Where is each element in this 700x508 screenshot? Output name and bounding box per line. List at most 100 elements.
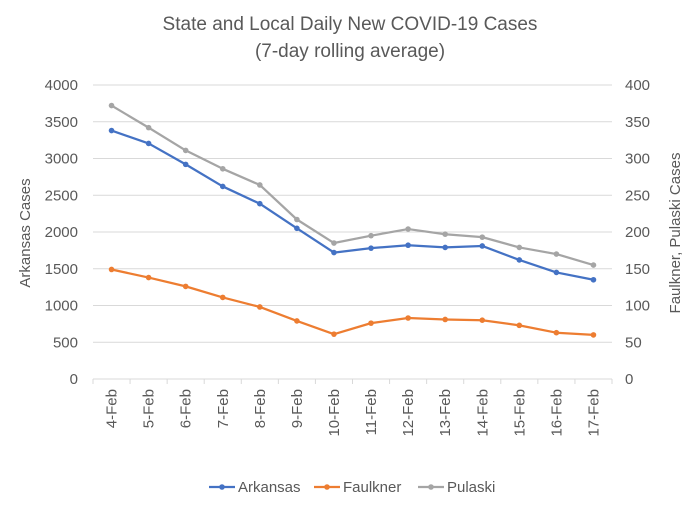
y-tick-label: 500	[53, 334, 78, 351]
data-point-faulkner	[553, 329, 560, 336]
x-tick-label: 4-Feb	[104, 389, 121, 428]
data-point-arkansas	[553, 269, 560, 276]
y2-axis-label: Faulkner, Pulaski Cases	[667, 153, 684, 314]
data-point-faulkner	[257, 304, 263, 310]
y-tick-label: 2500	[45, 187, 78, 204]
data-point-arkansas	[294, 225, 300, 232]
data-point-faulkner	[108, 266, 115, 273]
data-point-pulaski	[553, 251, 560, 257]
data-point-arkansas	[368, 245, 374, 251]
legend-marker	[324, 484, 330, 490]
data-point-pulaski	[442, 231, 448, 238]
series-arkansas	[108, 127, 597, 283]
data-point-arkansas	[182, 161, 189, 168]
chart-subtitle: (7-day rolling average)	[255, 41, 445, 62]
series-line-faulkner	[111, 268, 594, 337]
y2-axis-ticks: 0 50 100 150 200 250 300 350 400	[625, 77, 650, 388]
y-tick-label: 1000	[45, 298, 78, 315]
data-point-arkansas	[145, 140, 152, 147]
data-point-pulaski	[590, 262, 597, 268]
data-point-faulkner	[182, 283, 189, 290]
data-point-faulkner	[479, 317, 486, 324]
data-point-pulaski	[108, 102, 115, 109]
data-point-pulaski	[331, 240, 337, 246]
legend-marker	[219, 484, 225, 490]
y2-tick-label: 200	[625, 224, 650, 241]
y2-tick-label: 0	[625, 371, 633, 388]
y2-tick-label: 250	[625, 187, 650, 204]
series-line-arkansas	[111, 129, 594, 281]
y-tick-label: 2000	[45, 224, 78, 241]
x-tick-label: 5-Feb	[141, 389, 158, 428]
data-point-pulaski	[182, 147, 189, 154]
y2-tick-label: 400	[625, 77, 650, 94]
y-axis-label: Arkansas Cases	[17, 178, 34, 287]
legend-item-pulaski: Pulaski	[418, 479, 495, 496]
x-tick-label: 16-Feb	[548, 389, 565, 437]
data-point-pulaski	[294, 216, 300, 223]
data-point-faulkner	[294, 318, 300, 324]
x-tick-label: 12-Feb	[400, 389, 417, 437]
y-tick-label: 4000	[45, 77, 78, 94]
data-point-faulkner	[368, 320, 374, 326]
series-group	[108, 102, 597, 338]
x-axis-ticks: 4-Feb 5-Feb 6-Feb 7-Feb 8-Feb 9-Feb 10-Feb 11-F…	[92, 379, 613, 437]
chart-title: State and Local Daily New COVID-19 Cases	[163, 14, 538, 35]
data-point-arkansas	[405, 242, 411, 249]
x-tick-label: 17-Feb	[585, 389, 602, 437]
y2-tick-label: 50	[625, 334, 642, 351]
series-pulaski	[108, 102, 597, 268]
legend-item-arkansas: Arkansas	[209, 479, 301, 496]
data-point-pulaski	[219, 165, 226, 172]
y-tick-label: 3500	[45, 114, 78, 131]
x-tick-label: 10-Feb	[326, 389, 343, 437]
legend: Arkansas Faulkner Pulaski	[209, 479, 495, 496]
data-point-faulkner	[145, 274, 152, 281]
data-point-faulkner	[331, 331, 337, 337]
legend-label: Faulkner	[343, 479, 401, 496]
data-point-faulkner	[516, 322, 523, 329]
x-tick-label: 7-Feb	[215, 389, 232, 428]
data-point-pulaski	[405, 226, 411, 232]
data-point-faulkner	[405, 315, 411, 321]
data-point-arkansas	[257, 200, 263, 207]
y2-tick-label: 350	[625, 114, 650, 131]
series-line-pulaski	[110, 104, 594, 267]
data-point-pulaski	[257, 182, 263, 188]
y2-tick-label: 100	[625, 298, 650, 315]
data-point-pulaski	[516, 244, 523, 251]
legend-label: Pulaski	[447, 479, 495, 496]
data-point-faulkner	[590, 332, 597, 338]
legend-label: Arkansas	[238, 479, 301, 496]
x-tick-label: 15-Feb	[511, 389, 528, 437]
x-tick-label: 9-Feb	[289, 389, 306, 428]
x-tick-label: 8-Feb	[252, 389, 269, 428]
y2-tick-label: 150	[625, 261, 650, 278]
data-point-arkansas	[590, 276, 597, 283]
data-point-pulaski	[368, 232, 374, 239]
series-faulkner	[108, 266, 597, 338]
data-point-arkansas	[516, 257, 523, 263]
data-point-pulaski	[145, 124, 152, 131]
data-point-arkansas	[331, 249, 337, 256]
x-tick-label: 13-Feb	[437, 389, 454, 437]
data-point-arkansas	[108, 127, 115, 134]
x-tick-label: 11-Feb	[363, 389, 380, 435]
data-point-faulkner	[219, 294, 226, 301]
y2-tick-label: 300	[625, 151, 650, 168]
y-tick-label: 1500	[45, 261, 78, 278]
legend-marker	[428, 484, 434, 490]
legend-item-faulkner: Faulkner	[314, 479, 401, 496]
data-point-arkansas	[479, 243, 486, 249]
x-tick-label: 14-Feb	[474, 389, 491, 437]
gridlines	[93, 84, 612, 343]
data-point-faulkner	[442, 316, 448, 323]
y-axis-ticks: 0 500 1000 1500 2000 2500 3000 3500 4000	[45, 77, 78, 388]
data-point-pulaski	[479, 234, 486, 240]
data-point-arkansas	[219, 183, 226, 190]
x-tick-label: 6-Feb	[178, 389, 195, 428]
data-point-arkansas	[442, 244, 448, 251]
y-tick-label: 0	[70, 371, 78, 388]
y-tick-label: 3000	[45, 151, 78, 168]
